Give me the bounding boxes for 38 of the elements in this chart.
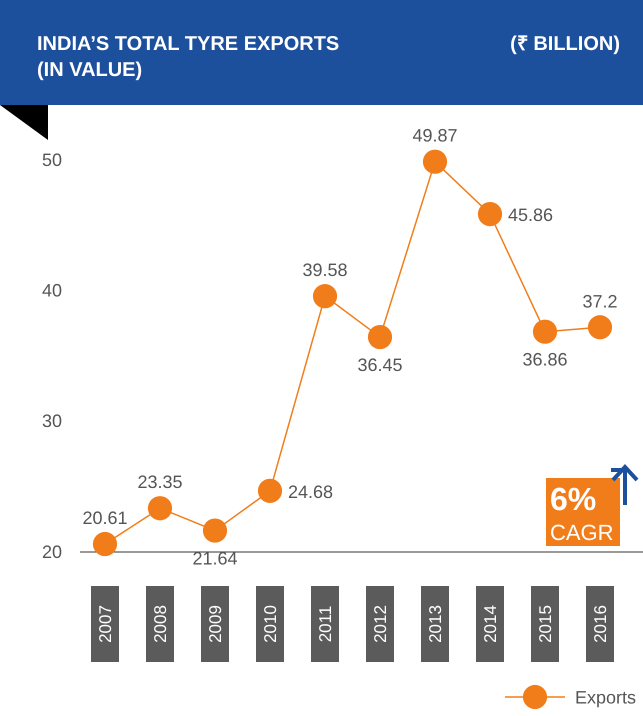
point [202, 518, 228, 543]
point [478, 202, 502, 226]
x-tick-label: 2009 [206, 605, 225, 643]
y-tick-label: 20 [42, 542, 62, 562]
chart-title: INDIA’S TOTAL TYRE EXPORTS (IN VALUE) [37, 33, 340, 81]
data-label: 36.86 [522, 350, 568, 370]
data-label: 20.61 [82, 508, 128, 528]
point [92, 532, 118, 556]
y-tick-label: 50 [42, 150, 62, 170]
x-tick-label: 2010 [260, 605, 280, 643]
data-label: 36.45 [357, 355, 403, 376]
point [532, 320, 558, 344]
data-label: 39.58 [302, 260, 348, 280]
data-label: 23.35 [137, 472, 183, 492]
x-tick-label: 2012 [370, 605, 390, 643]
data-label: 21.64 [192, 548, 238, 569]
x-tick-label: 2013 [426, 605, 445, 643]
point [368, 324, 392, 350]
point [422, 150, 448, 174]
point [312, 284, 338, 308]
data-label: 49.87 [412, 126, 458, 146]
chart-subtitle: (₹ BILLION) [510, 33, 620, 55]
x-tick-label: 2015 [536, 605, 555, 643]
x-tick-label: 2014 [480, 605, 500, 643]
y-tick-label: 40 [42, 280, 62, 300]
point [588, 315, 612, 340]
data-label: 24.68 [288, 482, 334, 502]
legend-label: Exports [575, 687, 636, 708]
point [258, 478, 282, 503]
x-tick-label: 2011 [316, 606, 335, 642]
x-tick-label: 2016 [590, 605, 610, 643]
data-label: 37.2 [582, 291, 618, 312]
annotation: 6% CAGR [550, 481, 614, 545]
data-label: 45.86 [508, 205, 554, 226]
point [148, 496, 172, 520]
x-tick-label: 2007 [96, 605, 115, 643]
y-tick-label: 30 [42, 411, 62, 432]
x-tick-label: 2008 [150, 605, 170, 643]
